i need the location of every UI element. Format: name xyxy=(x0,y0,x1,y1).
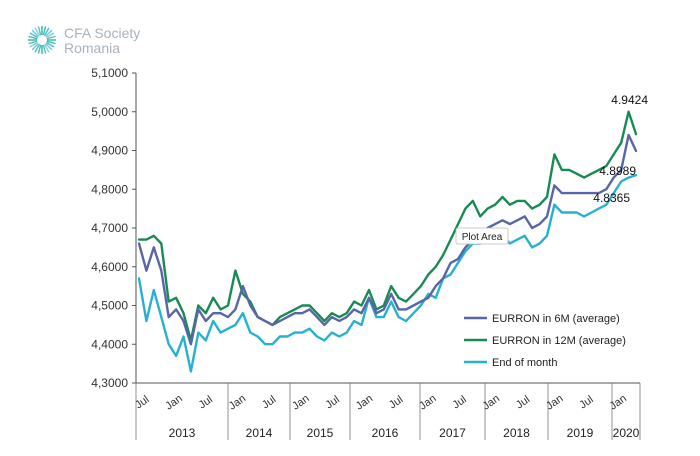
year-label: 2016 xyxy=(372,426,399,440)
legend-label: EURRON in 12M (average) xyxy=(492,335,626,347)
year-label: 2014 xyxy=(246,426,273,440)
x-tick-label: Jan xyxy=(227,393,248,413)
logo-ray xyxy=(34,27,41,37)
y-tick-label: 5,1000 xyxy=(91,66,128,80)
logo-ray xyxy=(34,43,41,53)
y-tick-labels: 4,3000 4,4000 4,5000 4,6000 4,7000 4,8000 4,90… xyxy=(91,66,128,390)
y-tick-label: 4,7000 xyxy=(91,221,128,235)
x-tick-label: Jan xyxy=(163,393,184,413)
x-tick-label: Jul xyxy=(577,394,595,412)
x-tick-label: Jan xyxy=(544,393,565,413)
x-tick-label: Jul xyxy=(260,394,278,412)
year-label: 2013 xyxy=(169,426,196,440)
x-tick-label: Jan xyxy=(290,393,311,413)
annotation-6m-last: 4.8989 xyxy=(599,164,636,178)
x-tick-label: Jul xyxy=(323,394,341,412)
logo-ray xyxy=(28,35,38,40)
x-tick-label: Jul xyxy=(197,394,215,412)
logo-ray xyxy=(45,41,55,48)
logo-ray xyxy=(46,40,56,45)
logo-ray xyxy=(28,40,38,45)
logo-ray xyxy=(46,35,56,40)
logo-ray xyxy=(29,41,39,48)
x-tick-label: Jan xyxy=(354,393,375,413)
logo-ray xyxy=(42,44,47,54)
series-line xyxy=(137,133,638,346)
series-lines xyxy=(137,110,638,373)
logo-ray xyxy=(45,43,53,51)
chart-legend: EURRON in 6M (average) EURRON in 12M (ave… xyxy=(464,313,626,369)
tooltip-box xyxy=(455,227,509,245)
chart-axes xyxy=(132,72,641,440)
series-line xyxy=(137,173,638,373)
x-tick-label: Jan xyxy=(608,393,629,413)
x-tick-label: Jul xyxy=(514,394,532,412)
year-label: 2019 xyxy=(567,426,594,440)
value-annotations: 4.9424 4.8989 4.8365 xyxy=(593,93,648,205)
y-tick-label: 4,6000 xyxy=(91,260,128,274)
x-tick-label: Jul xyxy=(450,394,468,412)
x-tick-label: Jul xyxy=(387,394,405,412)
legend-label: End of month xyxy=(492,357,557,369)
y-tick-label: 5,0000 xyxy=(91,105,128,119)
year-label: 2020 xyxy=(613,426,640,440)
tooltip-text: Plot Area xyxy=(462,232,503,243)
y-tick-label: 4,5000 xyxy=(91,299,128,313)
logo-ray xyxy=(45,32,55,39)
logo-ray xyxy=(37,44,42,54)
logo-ray xyxy=(37,26,42,36)
y-tick-label: 4,9000 xyxy=(91,144,128,158)
logo-ray xyxy=(31,43,39,51)
logo-ray xyxy=(43,27,50,37)
annotation-12m-last: 4.9424 xyxy=(611,93,648,107)
series-line xyxy=(137,110,638,342)
logo-ray xyxy=(42,26,47,36)
logo-line-2: Romania xyxy=(64,40,121,56)
logo-ray xyxy=(45,29,53,37)
legend-label: EURRON in 6M (average) xyxy=(492,313,620,325)
logo-line-1: CFA Society xyxy=(64,25,141,41)
y-tick-label: 4,4000 xyxy=(91,337,128,351)
plot-area-tooltip: Plot Area xyxy=(455,227,509,245)
year-label: 2017 xyxy=(439,426,466,440)
year-label: 2018 xyxy=(503,426,530,440)
logo-ray xyxy=(31,29,39,37)
x-tick-labels: Jul Jan Jul Jan Jul Jan Jul Jan Jul Jan Jul Jan Jul J… xyxy=(133,393,629,413)
annotation-eom-last: 4.8365 xyxy=(593,191,630,205)
y-tick-label: 4,8000 xyxy=(91,182,128,196)
logo-ray xyxy=(43,43,50,53)
cfa-society-logo: CFA Society Romania xyxy=(26,24,176,60)
logo-ray xyxy=(29,32,39,39)
x-tick-label: Jan xyxy=(481,393,502,413)
year-labels: 2013 2014 2015 2016 2017 2018 2019 2020 xyxy=(169,426,640,440)
logo-text: CFA Society Romania xyxy=(64,26,140,56)
cfa-logo-icon xyxy=(28,26,56,54)
y-tick-label: 4,3000 xyxy=(91,376,128,390)
year-label: 2015 xyxy=(307,426,334,440)
